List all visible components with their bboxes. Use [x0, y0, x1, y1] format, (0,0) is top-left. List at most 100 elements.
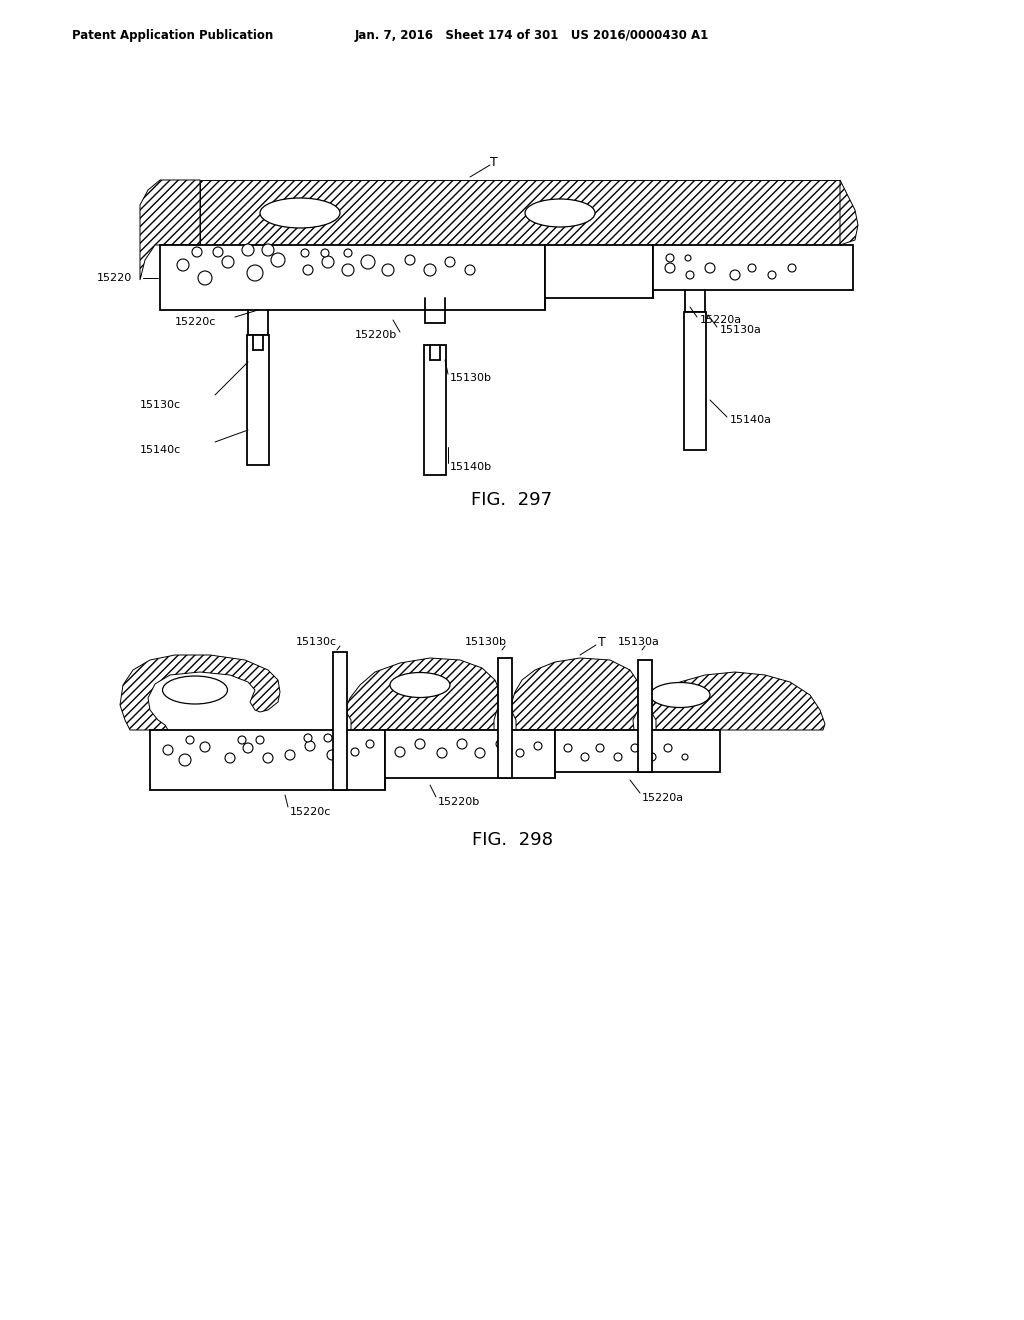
Ellipse shape [390, 672, 450, 697]
Circle shape [303, 265, 313, 275]
Polygon shape [345, 657, 500, 730]
Circle shape [730, 271, 740, 280]
Circle shape [256, 737, 264, 744]
Polygon shape [650, 672, 825, 730]
Circle shape [247, 265, 263, 281]
Circle shape [222, 256, 234, 268]
Circle shape [361, 255, 375, 269]
Text: 15130c: 15130c [296, 638, 337, 647]
Text: 15220a: 15220a [642, 793, 684, 803]
Circle shape [305, 741, 315, 751]
Polygon shape [510, 657, 640, 730]
Circle shape [198, 271, 212, 285]
Circle shape [344, 249, 352, 257]
Text: 15140b: 15140b [450, 462, 493, 473]
Circle shape [415, 739, 425, 748]
Circle shape [177, 259, 189, 271]
Circle shape [705, 263, 715, 273]
Circle shape [664, 744, 672, 752]
Circle shape [437, 748, 447, 758]
Polygon shape [120, 655, 280, 730]
Text: 15130b: 15130b [450, 374, 492, 383]
Circle shape [213, 247, 223, 257]
Text: 15140a: 15140a [730, 414, 772, 425]
Text: 15220b: 15220b [355, 330, 397, 341]
Circle shape [327, 750, 337, 760]
Text: T: T [490, 156, 498, 169]
Text: 15130a: 15130a [720, 325, 762, 335]
Polygon shape [840, 180, 858, 246]
Text: FIG.  298: FIG. 298 [471, 832, 553, 849]
Circle shape [682, 754, 688, 760]
Text: 15220: 15220 [97, 273, 132, 282]
Polygon shape [200, 180, 840, 246]
Text: FIG.  297: FIG. 297 [471, 491, 553, 510]
Circle shape [748, 264, 756, 272]
Circle shape [324, 734, 332, 742]
Circle shape [465, 265, 475, 275]
Circle shape [496, 741, 504, 748]
Bar [424, 345, 446, 475]
Circle shape [262, 244, 274, 256]
Circle shape [200, 742, 210, 752]
Circle shape [366, 741, 374, 748]
Circle shape [193, 247, 202, 257]
Bar [653, 246, 853, 290]
Circle shape [424, 264, 436, 276]
Circle shape [242, 244, 254, 256]
Bar [684, 312, 706, 450]
Circle shape [304, 734, 312, 742]
Circle shape [768, 271, 776, 279]
Circle shape [382, 264, 394, 276]
Text: 15130a: 15130a [618, 638, 659, 647]
Circle shape [238, 737, 246, 744]
Text: 15220b: 15220b [438, 797, 480, 807]
Bar [385, 730, 555, 777]
Ellipse shape [163, 676, 227, 704]
Text: 15130c: 15130c [140, 400, 181, 411]
Text: 15220c: 15220c [175, 317, 216, 327]
Circle shape [342, 264, 354, 276]
Circle shape [534, 742, 542, 750]
Bar [498, 657, 512, 777]
Circle shape [516, 748, 524, 756]
Bar [150, 730, 385, 789]
Circle shape [581, 752, 589, 762]
Bar [638, 660, 652, 772]
Bar [545, 246, 653, 298]
Text: Patent Application Publication: Patent Application Publication [72, 29, 273, 41]
Text: 15220c: 15220c [290, 807, 332, 817]
Circle shape [321, 249, 329, 257]
Circle shape [648, 752, 656, 762]
Circle shape [457, 739, 467, 748]
Circle shape [243, 743, 253, 752]
Circle shape [301, 249, 309, 257]
Circle shape [179, 754, 191, 766]
Bar [333, 652, 347, 789]
Bar [555, 730, 720, 772]
Circle shape [614, 752, 622, 762]
Circle shape [788, 264, 796, 272]
Circle shape [475, 748, 485, 758]
Text: 15130b: 15130b [465, 638, 507, 647]
Circle shape [631, 744, 639, 752]
Bar [160, 246, 545, 310]
Bar [247, 335, 269, 465]
Circle shape [322, 256, 334, 268]
Circle shape [666, 253, 674, 261]
Circle shape [686, 271, 694, 279]
Text: T: T [598, 635, 606, 648]
Circle shape [395, 747, 406, 756]
Text: 15140c: 15140c [140, 445, 181, 455]
Polygon shape [140, 180, 200, 280]
Ellipse shape [525, 199, 595, 227]
Circle shape [351, 748, 359, 756]
Text: Jan. 7, 2016   Sheet 174 of 301   US 2016/0000430 A1: Jan. 7, 2016 Sheet 174 of 301 US 2016/00… [355, 29, 710, 41]
Circle shape [225, 752, 234, 763]
Circle shape [285, 750, 295, 760]
Circle shape [596, 744, 604, 752]
Ellipse shape [650, 682, 710, 708]
Circle shape [665, 263, 675, 273]
Text: 15220a: 15220a [700, 315, 742, 325]
Circle shape [263, 752, 273, 763]
